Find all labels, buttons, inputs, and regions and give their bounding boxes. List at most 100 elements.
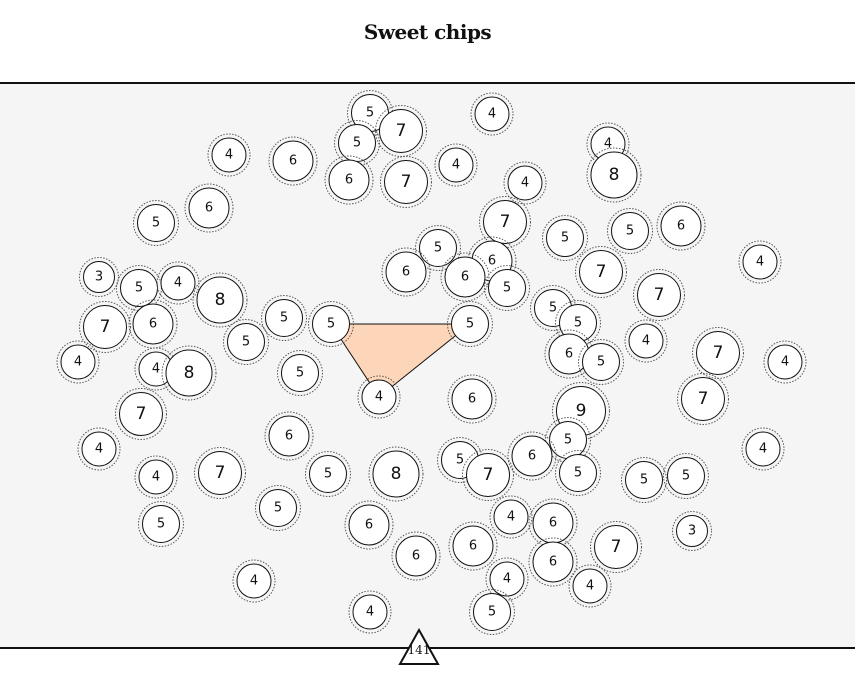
chip-4[interactable]: 4 (358, 376, 400, 418)
chip-counter: 141 (398, 643, 440, 657)
chip-6[interactable]: 6 (265, 412, 313, 460)
chip-8[interactable]: 8 (369, 447, 423, 501)
chip-7[interactable]: 7 (693, 328, 744, 379)
selection-triangle (331, 324, 470, 397)
chip-value: 6 (289, 154, 297, 169)
chip-5[interactable]: 5 (278, 351, 323, 396)
page-title: Sweet chips (0, 20, 855, 44)
chip-7[interactable]: 7 (463, 450, 514, 501)
chip-6[interactable]: 6 (449, 522, 497, 570)
chip-4[interactable]: 4 (57, 341, 99, 383)
chip-value: 6 (549, 555, 557, 570)
chip-value: 6 (488, 254, 496, 269)
chip-6[interactable]: 6 (529, 499, 577, 547)
chip-value: 4 (586, 579, 594, 594)
chip-7[interactable]: 7 (116, 389, 167, 440)
chip-value: 9 (576, 401, 587, 421)
chip-4[interactable]: 4 (504, 162, 546, 204)
chip-6[interactable]: 6 (269, 137, 317, 185)
chip-6[interactable]: 6 (325, 156, 373, 204)
chip-value: 7 (698, 389, 709, 409)
chip-5[interactable]: 5 (139, 502, 184, 547)
chip-6[interactable]: 6 (392, 532, 440, 580)
chip-8[interactable]: 8 (193, 273, 247, 327)
chip-value: 8 (184, 363, 195, 383)
chip-4[interactable]: 4 (78, 428, 120, 470)
chip-5[interactable]: 5 (262, 296, 307, 341)
chip-8[interactable]: 8 (587, 148, 641, 202)
chip-value: 5 (561, 231, 569, 246)
chip-value: 4 (507, 510, 515, 525)
chip-6[interactable]: 6 (448, 375, 496, 423)
chip-value: 4 (366, 605, 374, 620)
chip-value: 7 (483, 465, 494, 485)
chip-4[interactable]: 4 (349, 591, 391, 633)
chip-value: 6 (365, 518, 373, 533)
chip-4[interactable]: 4 (742, 428, 784, 470)
chip-5[interactable]: 5 (485, 266, 530, 311)
chip-6[interactable]: 6 (657, 202, 705, 250)
chip-7[interactable]: 7 (634, 270, 685, 321)
chip-value: 5 (274, 501, 282, 516)
chip-5[interactable]: 5 (664, 454, 709, 499)
chip-4[interactable]: 4 (435, 144, 477, 186)
chip-value: 3 (688, 524, 696, 539)
chip-value: 4 (488, 107, 496, 122)
chip-6[interactable]: 6 (129, 300, 177, 348)
chip-5[interactable]: 5 (134, 201, 179, 246)
chip-6[interactable]: 6 (508, 432, 556, 480)
chip-value: 5 (434, 241, 442, 256)
chip-value: 5 (626, 224, 634, 239)
chip-value: 5 (157, 517, 165, 532)
chip-7[interactable]: 7 (480, 197, 531, 248)
chip-5[interactable]: 5 (224, 320, 269, 365)
chip-5[interactable]: 5 (543, 216, 588, 261)
chip-7[interactable]: 7 (376, 106, 427, 157)
chip-value: 6 (345, 173, 353, 188)
chip-7[interactable]: 7 (381, 157, 432, 208)
chip-value: 5 (682, 469, 690, 484)
chip-7[interactable]: 7 (195, 448, 246, 499)
chip-7[interactable]: 7 (576, 247, 627, 298)
chip-6[interactable]: 6 (185, 184, 233, 232)
chip-5[interactable]: 5 (556, 451, 601, 496)
chip-value: 7 (396, 121, 407, 141)
chip-6[interactable]: 6 (345, 501, 393, 549)
chip-4[interactable]: 4 (490, 496, 532, 538)
chip-5[interactable]: 5 (622, 458, 667, 503)
chip-4[interactable]: 4 (569, 565, 611, 607)
chip-4[interactable]: 4 (157, 262, 199, 304)
chip-3[interactable]: 3 (673, 512, 712, 551)
chip-value: 8 (609, 165, 620, 185)
chip-5[interactable]: 5 (256, 486, 301, 531)
chip-5[interactable]: 5 (306, 452, 351, 497)
chip-value: 6 (565, 347, 573, 362)
chip-value: 5 (466, 317, 474, 332)
chip-7[interactable]: 7 (80, 302, 131, 353)
chip-8[interactable]: 8 (162, 346, 216, 400)
chip-value: 5 (597, 355, 605, 370)
chip-value: 6 (549, 516, 557, 531)
chip-value: 4 (152, 362, 160, 377)
chip-5[interactable]: 5 (448, 302, 493, 347)
chip-value: 4 (642, 334, 650, 349)
chip-3[interactable]: 3 (80, 258, 119, 297)
chip-value: 4 (152, 470, 160, 485)
chip-7[interactable]: 7 (591, 522, 642, 573)
chip-4[interactable]: 4 (739, 241, 781, 283)
chip-4[interactable]: 4 (135, 456, 177, 498)
chip-value: 5 (456, 453, 464, 468)
chip-7[interactable]: 7 (678, 374, 729, 425)
chip-value: 6 (528, 449, 536, 464)
chip-value: 7 (100, 317, 111, 337)
chip-value: 5 (640, 473, 648, 488)
chip-4[interactable]: 4 (208, 134, 250, 176)
chip-4[interactable]: 4 (471, 93, 513, 135)
chip-5[interactable]: 5 (579, 340, 624, 385)
chip-5[interactable]: 5 (608, 209, 653, 254)
chip-4[interactable]: 4 (625, 320, 667, 362)
chip-4[interactable]: 4 (764, 341, 806, 383)
chip-4[interactable]: 4 (233, 560, 275, 602)
